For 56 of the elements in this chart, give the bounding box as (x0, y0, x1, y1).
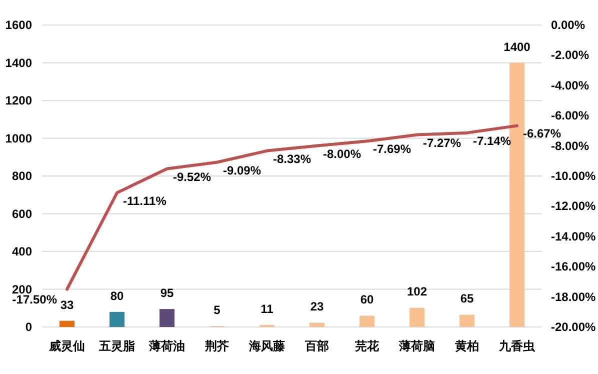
y-tick-label: 0 (25, 320, 32, 334)
y-tick-label: 1600 (5, 18, 32, 32)
bar (60, 320, 74, 327)
bar (410, 308, 424, 327)
y2-tick-label: -18.00% (551, 290, 596, 304)
data-label: 23 (310, 300, 324, 314)
data-label: 65 (460, 292, 474, 306)
data-label: 80 (110, 288, 124, 303)
y-tick-label: 400 (12, 244, 32, 258)
y-tick-label: 800 (12, 169, 32, 183)
y-tick-label: 600 (12, 206, 32, 221)
x-tick-label: 威灵仙 (48, 339, 85, 353)
data-label: 95 (160, 286, 174, 300)
data-label: -11.11% (123, 194, 167, 208)
bar (310, 322, 324, 327)
y2-tick-label: -10.00% (551, 169, 596, 183)
x-tick-label: 五灵脂 (98, 339, 135, 353)
y2-tick-label: -6.00% (551, 108, 590, 123)
y2-tick-label: -4.00% (551, 78, 590, 92)
bar (460, 314, 474, 327)
bar (360, 316, 374, 327)
bar (510, 62, 524, 327)
x-tick-label: 黄柏 (454, 339, 479, 353)
bar (160, 309, 174, 327)
y-tick-label: 1200 (5, 94, 32, 108)
data-label: 102 (406, 284, 428, 299)
data-label: 60 (360, 292, 374, 307)
bar (110, 312, 124, 327)
data-label: -6.67% (523, 126, 562, 141)
y2-tick-label: 0.00% (551, 18, 586, 32)
data-label: -8.00% (323, 146, 362, 161)
x-tick-label: 薄荷脑 (398, 339, 435, 353)
data-label: 1400 (504, 40, 531, 54)
data-label: 33 (60, 298, 74, 312)
x-tick-label: 芫花 (354, 339, 380, 353)
y2-tick-label: -12.00% (551, 199, 596, 214)
x-tick-label: 薄荷油 (148, 339, 185, 353)
data-label: -7.14% (473, 134, 512, 148)
x-tick-label: 百部 (304, 339, 329, 353)
y2-tick-label: -14.00% (551, 229, 596, 244)
data-label: 5 (214, 303, 221, 318)
x-tick-label: 荆芥 (204, 339, 229, 353)
y2-tick-label: -8.00% (551, 138, 590, 153)
x-tick-label: 海风藤 (248, 339, 285, 353)
y-tick-label: 1400 (5, 56, 32, 70)
data-label: -7.27% (423, 136, 462, 150)
data-label: -9.09% (223, 163, 262, 178)
y2-tick-label: -16.00% (551, 260, 596, 274)
y2-tick-label: -2.00% (551, 48, 590, 62)
data-label: 11 (260, 302, 274, 316)
data-label: -9.52% (173, 170, 212, 184)
x-tick-label: 九香虫 (498, 339, 536, 353)
y2-tick-label: -20.00% (551, 320, 596, 334)
data-label: -7.69% (373, 142, 412, 156)
data-label: -8.33% (273, 152, 312, 166)
y-tick-label: 1000 (5, 131, 32, 146)
